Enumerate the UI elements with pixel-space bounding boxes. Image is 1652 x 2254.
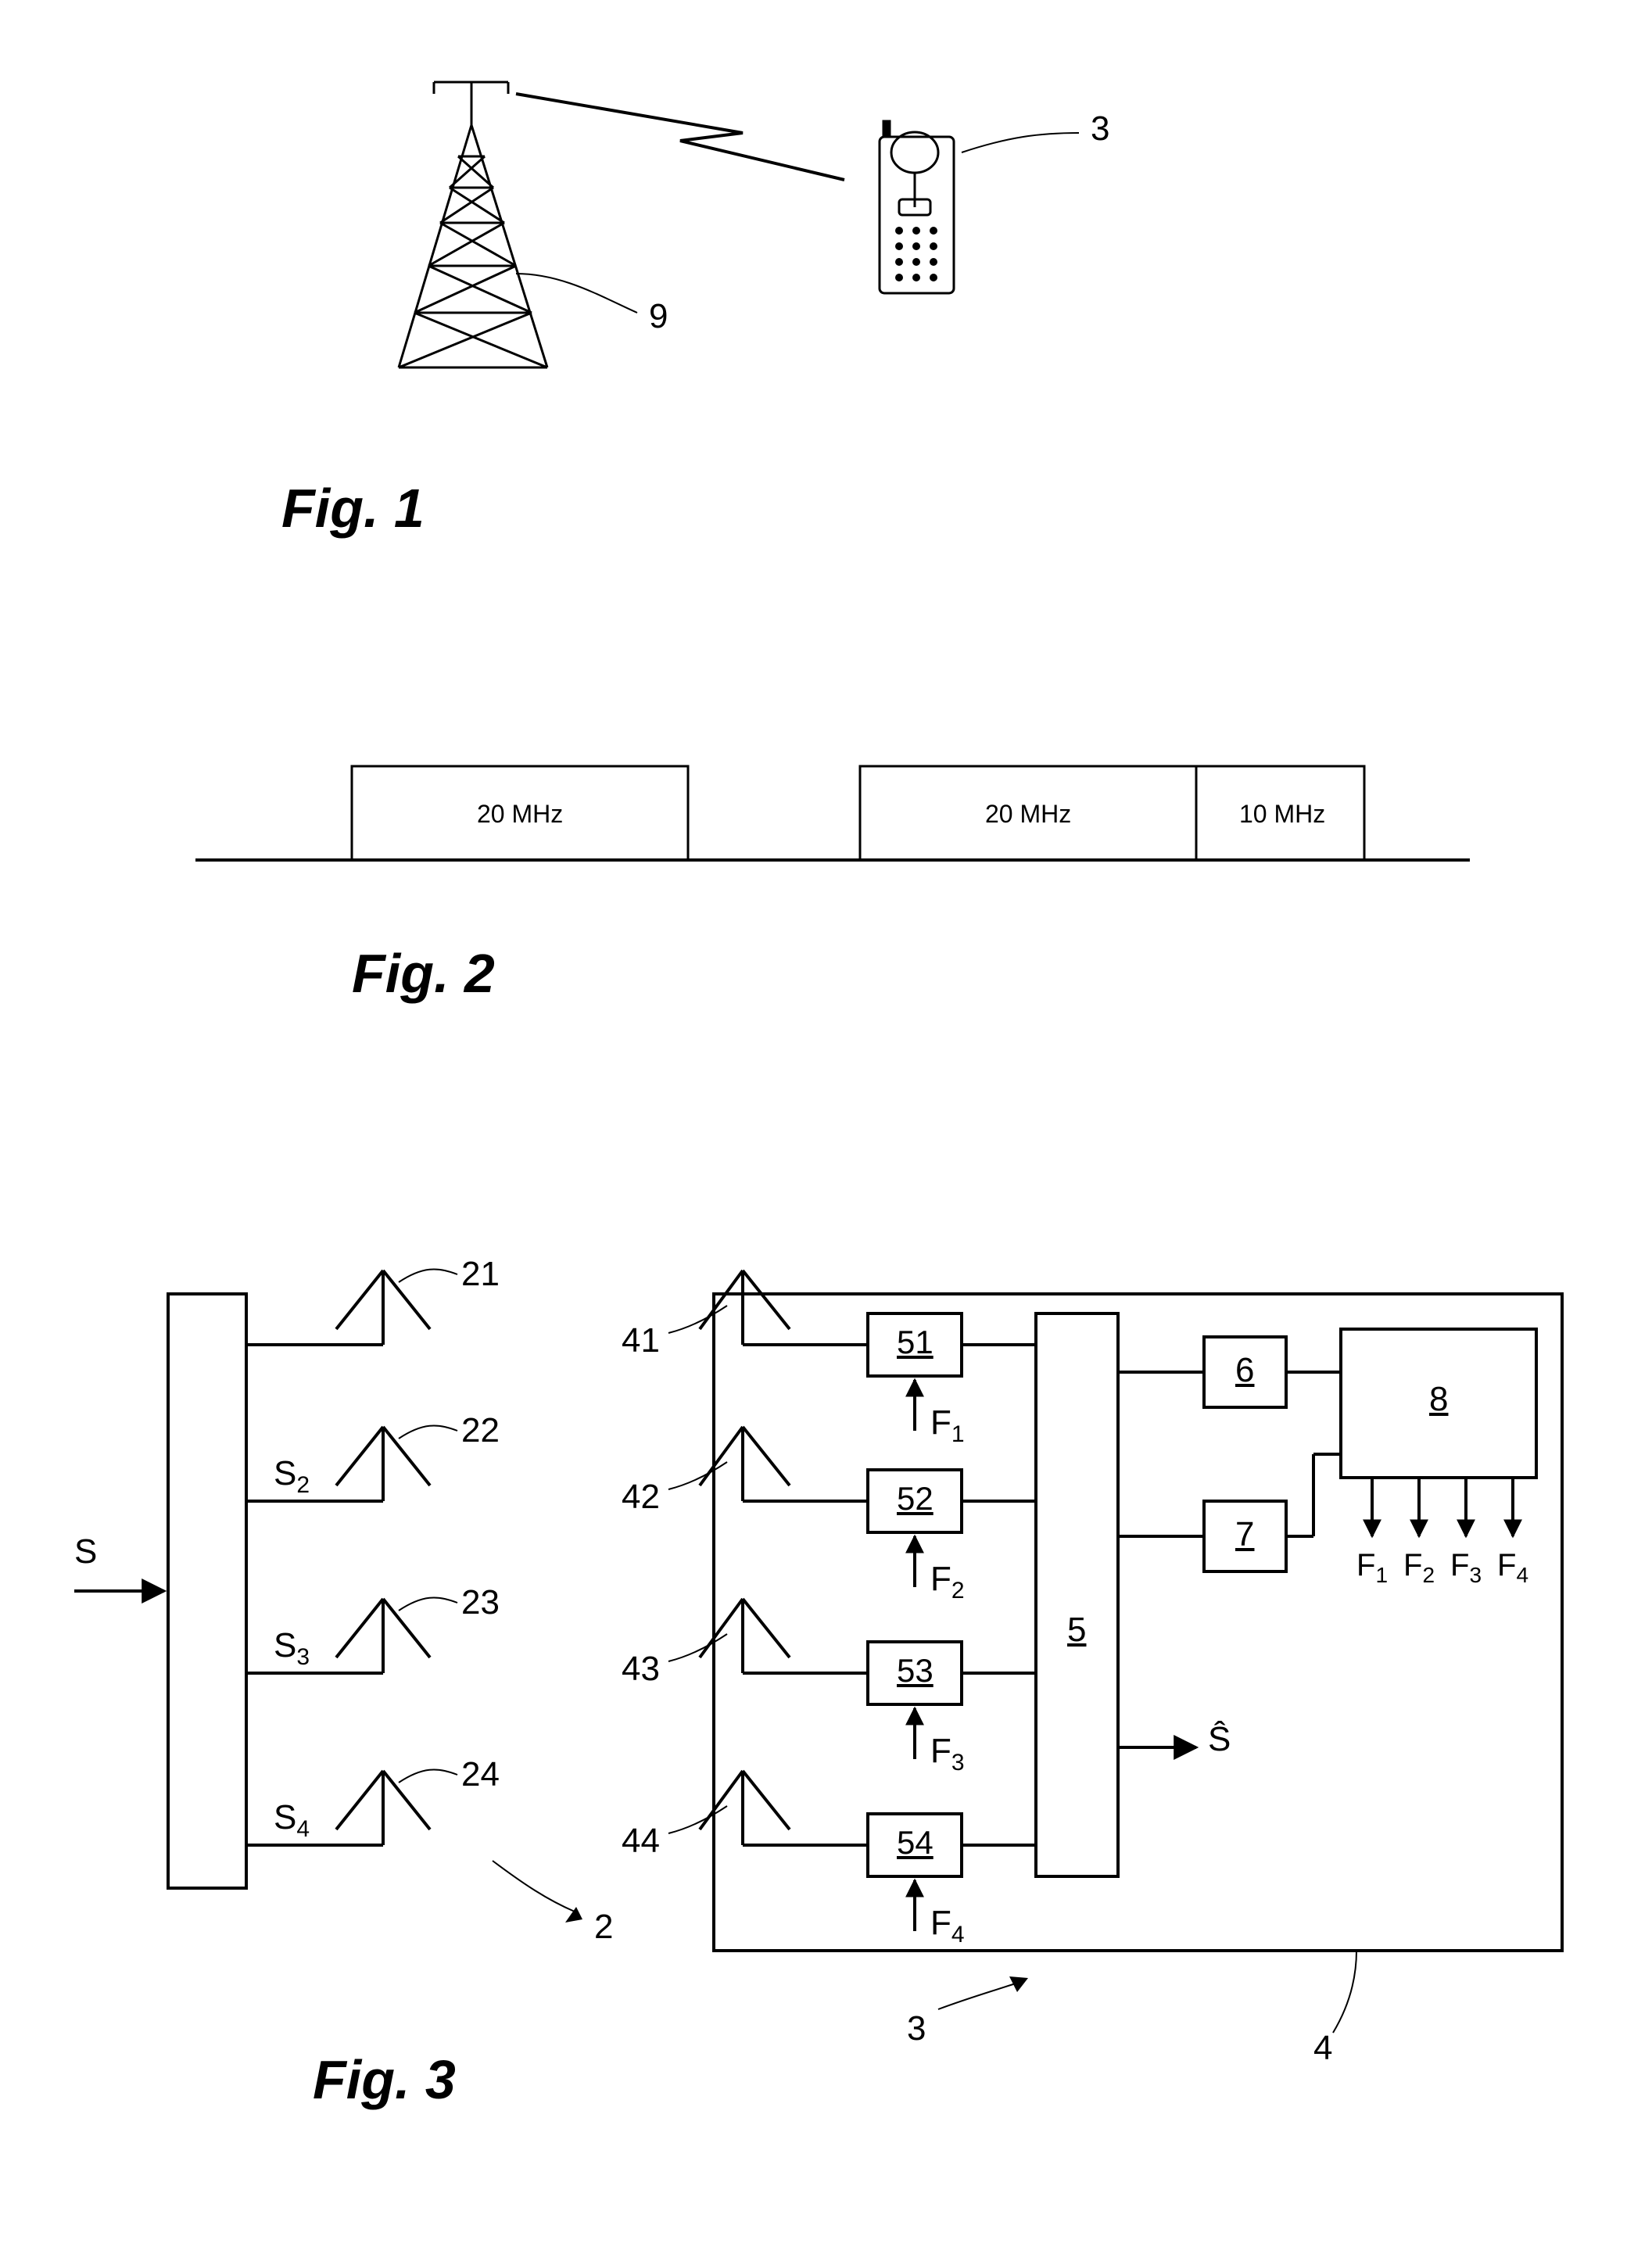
fig3-block6: 6 xyxy=(1235,1351,1254,1390)
fig3-tx-ref: 2 xyxy=(594,1908,613,1947)
fig3-mixer-54: 54 xyxy=(897,1824,934,1862)
fig2-label: Fig. 2 xyxy=(352,942,495,1005)
fig3-rx-ant-42: 42 xyxy=(622,1478,660,1517)
fig2-block3-text: 10 MHz xyxy=(1239,800,1325,829)
fig3-f4-out: F4 xyxy=(1497,1548,1528,1588)
fig3-tx-ant-21: 21 xyxy=(461,1255,500,1294)
diagram-canvas xyxy=(0,0,1652,2254)
fig3-tx-ant-22: 22 xyxy=(461,1411,500,1450)
fig1-label: Fig. 1 xyxy=(281,477,425,539)
fig3-f2-out: F2 xyxy=(1403,1548,1435,1588)
fig3-rx-ant-43: 43 xyxy=(622,1650,660,1689)
fig3-label: Fig. 3 xyxy=(313,2048,456,2111)
fig3-f2-in: F2 xyxy=(930,1560,965,1604)
fig3-f3-in: F3 xyxy=(930,1732,965,1776)
fig3-tx-ant-23: 23 xyxy=(461,1583,500,1622)
fig1-phone-ref: 3 xyxy=(1091,109,1109,149)
fig3-mixer-53: 53 xyxy=(897,1652,934,1690)
fig2-block2-text: 20 MHz xyxy=(985,800,1071,829)
fig3-f1-in: F1 xyxy=(930,1403,965,1448)
fig3-block8: 8 xyxy=(1429,1380,1448,1419)
fig3-rx-ref4: 4 xyxy=(1313,2029,1332,2068)
fig1-group xyxy=(399,82,1079,367)
fig3-combiner: 5 xyxy=(1067,1611,1086,1650)
fig3-f4-in: F4 xyxy=(930,1904,965,1948)
fig3-f1-out: F1 xyxy=(1356,1548,1388,1588)
fig3-rx-ant-41: 41 xyxy=(622,1321,660,1360)
fig3-rx-ant-44: 44 xyxy=(622,1822,660,1861)
fig3-mixer-52: 52 xyxy=(897,1480,934,1518)
fig3-mixer-51: 51 xyxy=(897,1324,934,1361)
fig3-block7: 7 xyxy=(1235,1515,1254,1554)
fig3-tx-input: S xyxy=(74,1532,97,1571)
fig3-rx-ref3: 3 xyxy=(907,2009,926,2048)
fig3-s-hat: Ŝ xyxy=(1208,1720,1231,1759)
fig2-block1-text: 20 MHz xyxy=(477,800,563,829)
fig3-tx-s3: S3 xyxy=(274,1626,310,1671)
fig1-tower-ref: 9 xyxy=(649,297,668,336)
fig3-tx-s2: S2 xyxy=(274,1454,310,1499)
fig3-tx-s4: S4 xyxy=(274,1798,310,1843)
fig3-tx-ant-24: 24 xyxy=(461,1755,500,1794)
fig3-f3-out: F3 xyxy=(1450,1548,1482,1588)
